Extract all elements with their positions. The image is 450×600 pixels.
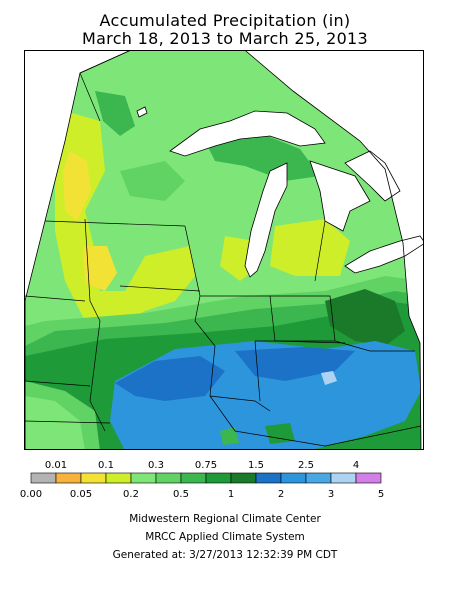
precip-zone-south-green-patch-2 xyxy=(220,427,239,445)
legend-swatch xyxy=(80,472,107,484)
precip-zone-south-green-patch xyxy=(265,423,295,444)
legend-upper-label: 0.1 xyxy=(98,460,114,471)
credits: Midwestern Regional Climate Center MRCC … xyxy=(0,510,450,564)
legend-upper-label: 4 xyxy=(353,460,359,471)
map-canvas xyxy=(25,51,423,449)
lake-canada-north xyxy=(344,150,401,202)
legend-lower-label: 1 xyxy=(228,489,234,500)
legend-swatch xyxy=(280,472,307,484)
legend-upper-label: 0.3 xyxy=(148,460,164,471)
legend-swatch xyxy=(155,472,182,484)
credit-center: Midwestern Regional Climate Center xyxy=(129,513,321,525)
precip-zone-kentucky-light-blue xyxy=(321,371,337,385)
legend-upper-label: 0.75 xyxy=(195,460,217,471)
credit-system: MRCC Applied Climate System xyxy=(145,531,305,543)
legend-lower-label: 2 xyxy=(278,489,284,500)
legend-swatch xyxy=(55,472,82,484)
credit-generated: Generated at: 3/27/2013 12:32:39 PM CDT xyxy=(112,549,338,561)
legend-swatch xyxy=(230,472,257,484)
precip-zone-south-dark-blue xyxy=(115,356,225,401)
legend-swatch xyxy=(330,472,357,484)
precip-zone-north-medium-green xyxy=(120,161,185,201)
precip-zone-southwest-light-green xyxy=(25,396,85,449)
map-date-range: March 18, 2013 to March 25, 2013 xyxy=(81,29,369,48)
legend-swatch xyxy=(255,472,282,484)
lake-winnebago xyxy=(136,106,148,118)
precip-zone-ohio-darkest-green xyxy=(325,289,405,346)
legend-swatch xyxy=(180,472,207,484)
legend-lower-label: 0.2 xyxy=(123,489,139,500)
legend-upper-label: 0.01 xyxy=(45,460,67,471)
legend-lower-label: 0.05 xyxy=(70,489,92,500)
legend-lower-label: 0.00 xyxy=(20,489,42,500)
legend-swatch xyxy=(105,472,132,484)
legend-lower-label: 3 xyxy=(328,489,334,500)
legend-upper-labels: 0.01 0.1 0.3 0.75 1.5 2.5 4 xyxy=(45,460,359,471)
legend-lower-label: 0.5 xyxy=(173,489,189,500)
lake-michigan xyxy=(244,162,288,278)
precip-zone-upper-peninsula-green xyxy=(205,131,320,181)
precip-zone-michigan-yellow-green xyxy=(270,219,350,276)
precip-zone-west-yellow xyxy=(63,151,91,221)
legend-upper-label: 1.5 xyxy=(248,460,264,471)
legend-swatch xyxy=(130,472,157,484)
precip-zone-iowa-yellow xyxy=(83,246,117,291)
legend-upper-label: 2.5 xyxy=(298,460,314,471)
map-domain-outline xyxy=(25,51,422,449)
precip-zone-minnesota-green xyxy=(95,91,135,136)
color-legend: 0.01 0.1 0.3 0.75 1.5 2.5 4 0.00 0.05 0.2 0.5 1 2 3 5 xyxy=(0,456,450,506)
legend-swatch xyxy=(305,472,332,484)
legend-swatch xyxy=(355,472,382,484)
legend-lower-labels: 0.00 0.05 0.2 0.5 1 2 3 5 xyxy=(20,489,384,500)
lake-superior xyxy=(169,110,326,157)
legend-swatch xyxy=(205,472,232,484)
precipitation-map xyxy=(24,50,424,450)
legend-swatch xyxy=(30,472,57,484)
map-title: Accumulated Precipitation (in) xyxy=(99,11,351,30)
legend-lower-label: 5 xyxy=(378,489,384,500)
legend-swatches xyxy=(30,472,382,484)
lake-huron xyxy=(309,160,371,232)
